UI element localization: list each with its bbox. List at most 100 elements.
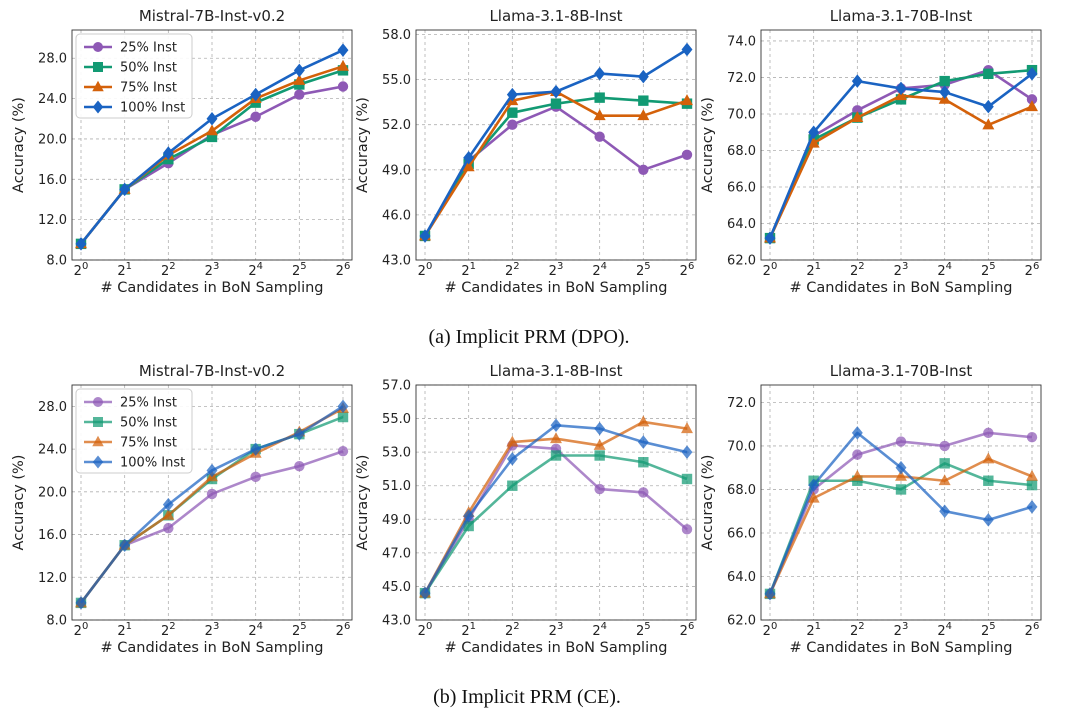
- data-point-p75: [982, 452, 995, 464]
- y-tick-label: 8.0: [46, 614, 67, 629]
- data-point-p25: [594, 131, 605, 142]
- data-point-p75: [807, 136, 820, 148]
- data-point-p75: [593, 109, 606, 121]
- data-point-p25: [250, 471, 261, 483]
- data-point-p25: [939, 440, 950, 452]
- x-axis-label: # Candidates in BoN Sampling: [100, 280, 323, 296]
- x-tick-label: 25: [981, 261, 996, 279]
- y-axis-label: Accuracy (%): [11, 97, 27, 193]
- data-point-p100: [550, 84, 562, 99]
- y-tick-label: 24.0: [38, 443, 67, 458]
- y-tick-label: 66.0: [727, 526, 756, 541]
- x-tick-label: 24: [248, 261, 263, 279]
- data-point-p75: [206, 124, 218, 136]
- plot-title: Llama-3.1-8B-Inst: [489, 362, 622, 380]
- data-point-p75: [1026, 469, 1038, 481]
- caption-ce: (b) Implicit PRM (CE).: [433, 686, 621, 708]
- y-tick-label: 72.0: [727, 396, 756, 411]
- data-point-p75: [162, 508, 175, 520]
- data-point-p25: [895, 436, 907, 447]
- y-tick-label: 46.0: [382, 208, 411, 223]
- y-tick-label: 12.0: [38, 571, 67, 586]
- y-tick-label: 58.0: [382, 28, 411, 43]
- x-tick-label: 24: [937, 621, 952, 639]
- legend-marker-p75: [92, 80, 104, 92]
- y-tick-label: 57.0: [382, 379, 411, 394]
- data-point-p50: [337, 411, 349, 423]
- data-point-p25: [206, 488, 218, 500]
- data-point-p25: [638, 164, 649, 176]
- legend-box: [75, 33, 193, 119]
- legend: 25% Inst 50% Inst 75% Inst 100% Inst: [75, 388, 193, 474]
- plot-r2-c2: 43.0 45.0 47.0 49.0 51.0 53.0 55.0 57.0 20 21 22 23…: [355, 362, 697, 656]
- plot-frame: [415, 29, 697, 261]
- x-tick-label: 23: [894, 261, 909, 279]
- y-tick-label: 8.0: [46, 254, 67, 269]
- y-tick-label: 68.0: [727, 144, 756, 159]
- y-tick-label: 28.0: [38, 400, 67, 415]
- x-axis-label: # Candidates in BoN Sampling: [444, 280, 667, 296]
- data-point-p100: [637, 69, 649, 84]
- data-point-p50: [939, 75, 950, 87]
- data-point-p50: [206, 131, 218, 143]
- y-tick-label: 16.0: [38, 173, 67, 188]
- plot-r1-c3: 62.0 64.0 66.0 68.0 70.0 72.0 74.0 20 21 22 23 24 25…: [700, 7, 1042, 296]
- x-tick-label: 22: [850, 261, 865, 279]
- y-tick-label: 55.0: [382, 73, 411, 88]
- data-point-p50: [983, 475, 994, 486]
- x-tick-label: 21: [461, 621, 476, 639]
- data-point-p75: [851, 469, 864, 481]
- plot-r1-c2: 43.0 46.0 49.0 52.0 55.0 58.0 20 21 22 23 24 25 26 Ll…: [355, 7, 697, 296]
- data-point-p75: [293, 73, 306, 85]
- data-point-p50: [895, 484, 907, 495]
- plot-r1-c1: 8.0 12.0 16.0 20.0 24.0 28.0 20 21 22 23 24 25 26 Mis…: [11, 7, 353, 296]
- data-point-p100: [119, 538, 131, 552]
- data-point-p100: [206, 463, 218, 478]
- data-point-p50: [550, 450, 562, 461]
- x-tick-label: 22: [161, 261, 176, 279]
- y-tick-label: 16.0: [38, 528, 67, 543]
- y-tick-label: 47.0: [382, 546, 411, 561]
- plot-frame: [71, 384, 353, 621]
- x-tick-label: 20: [418, 261, 433, 279]
- plot-title: Llama-3.1-8B-Inst: [489, 7, 622, 25]
- x-tick-label: 22: [505, 261, 520, 279]
- plot-title: Llama-3.1-70B-Inst: [830, 7, 973, 25]
- y-tick-label: 45.0: [382, 580, 411, 595]
- data-point-p100: [764, 587, 776, 601]
- x-tick-label: 22: [161, 621, 176, 639]
- x-tick-label: 25: [636, 621, 651, 639]
- plot-frame: [760, 29, 1042, 261]
- x-axis-label: # Candidates in BoN Sampling: [100, 640, 323, 656]
- data-point-p100: [764, 231, 776, 245]
- data-point-p75: [851, 111, 864, 123]
- x-tick-label: 20: [418, 621, 433, 639]
- y-tick-label: 53.0: [382, 446, 411, 461]
- x-tick-label: 23: [549, 621, 564, 639]
- legend-label-p25: 25% Inst: [120, 41, 177, 56]
- y-tick-label: 64.0: [727, 570, 756, 585]
- y-tick-label: 43.0: [382, 614, 411, 629]
- data-point-p25: [507, 119, 518, 130]
- data-point-p100: [982, 513, 994, 527]
- data-point-p25: [294, 460, 305, 472]
- data-point-p50: [638, 457, 649, 468]
- data-point-p25: [1026, 94, 1038, 105]
- legend-marker-p100: [92, 100, 104, 114]
- x-tick-label: 26: [1025, 261, 1040, 279]
- data-point-p25: [163, 522, 174, 534]
- x-tick-label: 26: [336, 621, 351, 639]
- data-point-p50: [939, 458, 950, 469]
- data-point-p75: [1026, 100, 1038, 112]
- caption-dpo: (a) Implicit PRM (DPO).: [428, 326, 629, 348]
- plot-frame: [71, 29, 353, 261]
- legend-marker-p50: [93, 417, 103, 427]
- data-point-p100: [463, 509, 475, 523]
- x-tick-label: 23: [549, 261, 564, 279]
- x-tick-label: 23: [205, 261, 220, 279]
- x-tick-label: 25: [636, 261, 651, 279]
- x-tick-label: 21: [806, 621, 821, 639]
- x-tick-label: 26: [680, 261, 695, 279]
- data-point-p75: [681, 94, 693, 106]
- x-tick-label: 24: [937, 261, 952, 279]
